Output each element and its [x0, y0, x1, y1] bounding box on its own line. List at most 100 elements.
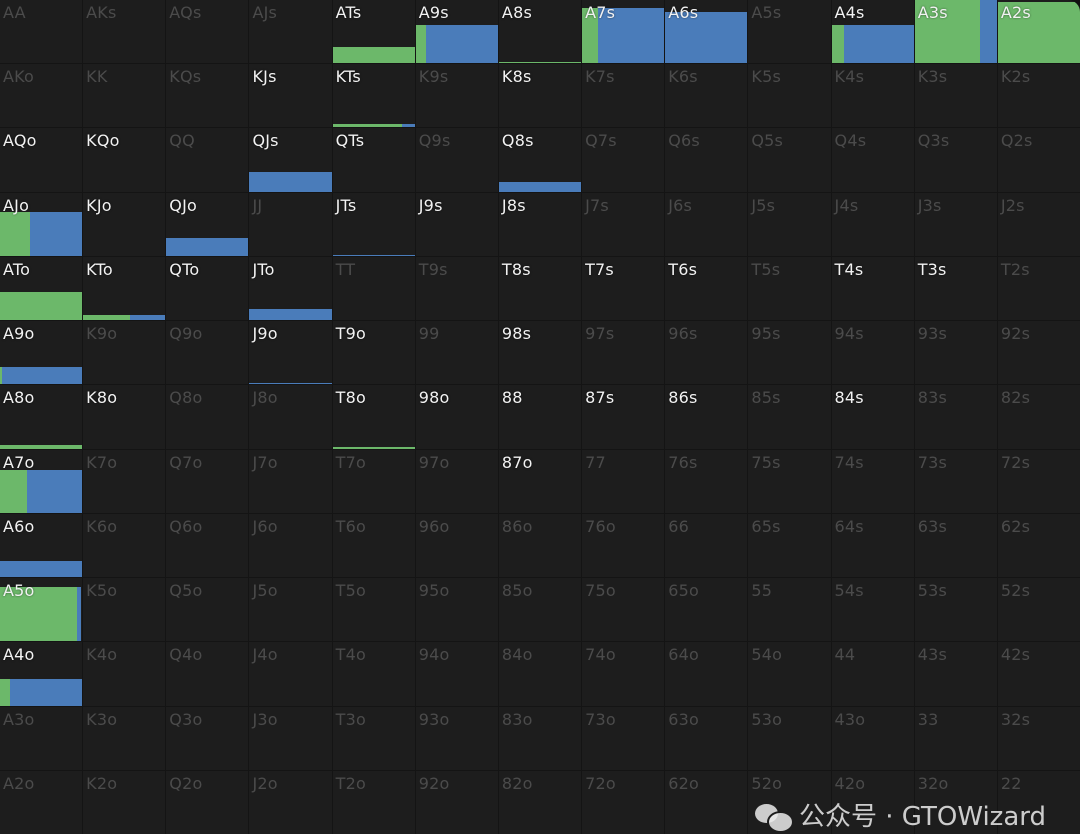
hand-cell[interactable]: T3o — [332, 706, 415, 770]
hand-cell[interactable]: J9o — [249, 321, 332, 385]
hand-cell[interactable]: QJo — [166, 192, 249, 256]
hand-cell[interactable]: 75s — [748, 449, 831, 513]
hand-cell[interactable]: 75o — [582, 578, 665, 642]
hand-cell[interactable]: 32s — [997, 706, 1080, 770]
hand-cell[interactable]: K4s — [831, 64, 914, 128]
hand-cell[interactable]: J5s — [748, 192, 831, 256]
hand-cell[interactable]: T5s — [748, 256, 831, 321]
hand-cell[interactable]: 33 — [914, 706, 997, 770]
hand-cell[interactable]: A9o — [0, 321, 83, 385]
hand-cell[interactable]: 54s — [831, 578, 914, 642]
hand-cell[interactable]: T3s — [914, 256, 997, 321]
hand-cell[interactable]: K9o — [83, 321, 166, 385]
hand-cell[interactable]: T9o — [332, 321, 415, 385]
hand-cell[interactable]: 96s — [665, 321, 748, 385]
hand-cell[interactable]: A6s — [665, 0, 748, 64]
hand-cell[interactable]: AA — [0, 0, 83, 64]
hand-cell[interactable]: 94s — [831, 321, 914, 385]
hand-cell[interactable]: AJo — [0, 192, 83, 256]
hand-cell[interactable]: J3s — [914, 192, 997, 256]
hand-cell[interactable]: JTo — [249, 256, 332, 321]
hand-cell[interactable]: Q5o — [166, 578, 249, 642]
hand-cell[interactable]: 92o — [415, 770, 498, 834]
hand-cell[interactable]: 83s — [914, 385, 997, 449]
hand-cell[interactable]: Q6o — [166, 513, 249, 578]
hand-cell[interactable]: K8o — [83, 385, 166, 449]
hand-cell[interactable]: 88 — [498, 385, 582, 449]
hand-cell[interactable]: J9s — [415, 192, 498, 256]
hand-cell[interactable]: AKo — [0, 64, 83, 128]
hand-cell[interactable]: K5o — [83, 578, 166, 642]
hand-cell[interactable]: K7o — [83, 449, 166, 513]
hand-cell[interactable]: T8o — [332, 385, 415, 449]
hand-cell[interactable]: QJs — [249, 128, 332, 192]
hand-cell[interactable]: 72o — [582, 770, 665, 834]
hand-cell[interactable]: J2o — [249, 770, 332, 834]
hand-cell[interactable]: Q9o — [166, 321, 249, 385]
hand-cell[interactable]: 95o — [415, 578, 498, 642]
hand-cell[interactable]: J8o — [249, 385, 332, 449]
hand-cell[interactable]: 64o — [665, 642, 748, 706]
hand-cell[interactable]: 82o — [498, 770, 582, 834]
hand-cell[interactable]: Q4s — [831, 128, 914, 192]
hand-cell[interactable]: T6s — [665, 256, 748, 321]
hand-cell[interactable]: KJs — [249, 64, 332, 128]
hand-cell[interactable]: 84o — [498, 642, 582, 706]
hand-cell[interactable]: 94o — [415, 642, 498, 706]
hand-cell[interactable]: A3o — [0, 706, 83, 770]
hand-cell[interactable]: T7o — [332, 449, 415, 513]
hand-cell[interactable]: Q6s — [665, 128, 748, 192]
hand-cell[interactable]: 65o — [665, 578, 748, 642]
hand-cell[interactable]: 72s — [997, 449, 1080, 513]
hand-cell[interactable]: Q3o — [166, 706, 249, 770]
hand-cell[interactable]: AJs — [249, 0, 332, 64]
hand-cell[interactable]: KTs — [332, 64, 415, 128]
hand-cell[interactable]: A4o — [0, 642, 83, 706]
hand-cell[interactable]: 98o — [415, 385, 498, 449]
hand-cell[interactable]: AKs — [83, 0, 166, 64]
hand-cell[interactable]: JJ — [249, 192, 332, 256]
hand-cell[interactable]: 93o — [415, 706, 498, 770]
hand-cell[interactable]: K3o — [83, 706, 166, 770]
hand-cell[interactable]: 87o — [498, 449, 582, 513]
hand-cell[interactable]: Q8o — [166, 385, 249, 449]
hand-cell[interactable]: 62s — [997, 513, 1080, 578]
hand-cell[interactable]: A4s — [831, 0, 914, 64]
hand-cell[interactable]: 55 — [748, 578, 831, 642]
hand-cell[interactable]: 98s — [498, 321, 582, 385]
hand-cell[interactable]: 99 — [415, 321, 498, 385]
hand-cell[interactable]: 86s — [665, 385, 748, 449]
hand-cell[interactable]: Q7o — [166, 449, 249, 513]
hand-cell[interactable]: 92s — [997, 321, 1080, 385]
hand-cell[interactable]: 43o — [831, 706, 914, 770]
hand-cell[interactable]: J3o — [249, 706, 332, 770]
hand-cell[interactable]: 76o — [582, 513, 665, 578]
hand-cell[interactable]: Q2s — [997, 128, 1080, 192]
hand-cell[interactable]: T5o — [332, 578, 415, 642]
hand-cell[interactable]: 76s — [665, 449, 748, 513]
hand-cell[interactable]: QTo — [166, 256, 249, 321]
hand-cell[interactable]: A5o — [0, 578, 83, 642]
hand-cell[interactable]: KJo — [83, 192, 166, 256]
hand-cell[interactable]: AQo — [0, 128, 83, 192]
hand-cell[interactable]: J5o — [249, 578, 332, 642]
hand-cell[interactable]: T6o — [332, 513, 415, 578]
hand-cell[interactable]: A2o — [0, 770, 83, 834]
hand-cell[interactable]: 42s — [997, 642, 1080, 706]
hand-cell[interactable]: 54o — [748, 642, 831, 706]
hand-cell[interactable]: A5s — [748, 0, 831, 64]
hand-cell[interactable]: J4o — [249, 642, 332, 706]
hand-cell[interactable]: 66 — [665, 513, 748, 578]
hand-cell[interactable]: 22 — [997, 770, 1080, 834]
hand-cell[interactable]: Q8s — [498, 128, 582, 192]
hand-cell[interactable]: 85s — [748, 385, 831, 449]
hand-cell[interactable]: K5s — [748, 64, 831, 128]
hand-cell[interactable]: AQs — [166, 0, 249, 64]
hand-cell[interactable]: J6s — [665, 192, 748, 256]
hand-cell[interactable]: A8o — [0, 385, 83, 449]
hand-cell[interactable]: 96o — [415, 513, 498, 578]
hand-cell[interactable]: KTo — [83, 256, 166, 321]
hand-cell[interactable]: 97o — [415, 449, 498, 513]
hand-cell[interactable]: 62o — [665, 770, 748, 834]
hand-cell[interactable]: 52s — [997, 578, 1080, 642]
